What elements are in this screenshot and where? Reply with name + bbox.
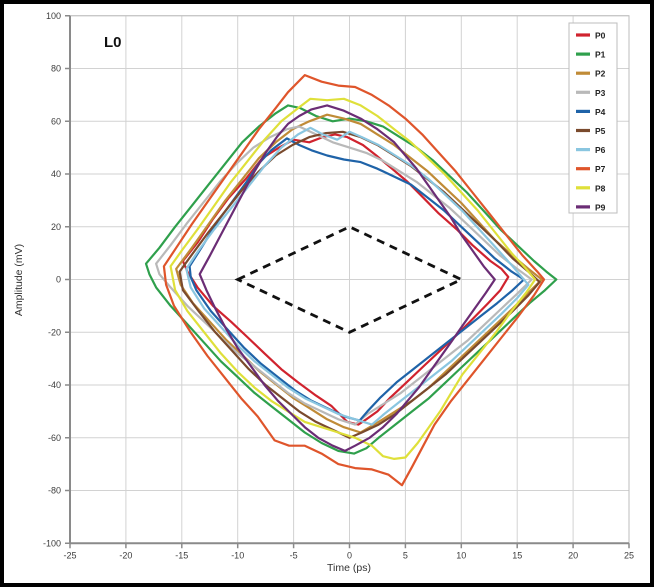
y-tick-label: 40 (51, 169, 61, 179)
legend-label-P3: P3 (595, 88, 606, 98)
y-tick-label: -80 (48, 486, 61, 496)
legend-box (568, 22, 618, 214)
trace-P6 (185, 126, 530, 426)
y-tick-label: -20 (48, 327, 61, 337)
y-axis-label: Amplitude (mV) (13, 244, 25, 316)
y-tick-label: 60 (51, 116, 61, 126)
trace-P3 (155, 125, 533, 426)
legend: P0 P1 P2 P3 P4 P5 P6 P7 P8 P9 (568, 22, 618, 214)
y-tick-label: 20 (51, 222, 61, 232)
trace-layer (144, 73, 558, 487)
y-tick-label: 100 (46, 11, 61, 21)
chart-title: L0 (104, 34, 122, 51)
x-tick-label: 25 (624, 550, 634, 560)
legend-label-P5: P5 (595, 126, 606, 136)
legend-item-P6: P6 (576, 145, 606, 155)
legend-label-P6: P6 (595, 145, 606, 155)
axis-layer (65, 15, 630, 549)
y-tick-label: -40 (48, 380, 61, 390)
legend-item-P9: P9 (576, 202, 606, 212)
legend-item-P7: P7 (576, 164, 606, 174)
x-axis-label: Time (ps) (327, 562, 371, 574)
eye-mask-diamond (234, 225, 465, 334)
x-tick-label: 20 (568, 550, 578, 560)
x-tick-label: -20 (119, 550, 132, 560)
legend-label-P1: P1 (595, 50, 606, 60)
y-tick-label: -100 (43, 538, 61, 548)
x-tick-label: 15 (512, 550, 522, 560)
legend-label-P4: P4 (595, 107, 606, 117)
x-tick-label: -15 (175, 550, 188, 560)
x-tick-label: 0 (347, 550, 352, 560)
legend-item-P8: P8 (576, 183, 606, 193)
legend-label-P0: P0 (595, 31, 606, 41)
legend-item-P1: P1 (576, 50, 606, 60)
x-tick-label: 10 (456, 550, 466, 560)
y-tick-label: -60 (48, 433, 61, 443)
trace-P9 (198, 104, 496, 452)
legend-item-P3: P3 (576, 88, 606, 98)
legend-label-P7: P7 (595, 164, 606, 174)
trace-P4 (188, 137, 526, 422)
trace-P7 (162, 73, 546, 487)
legend-item-P2: P2 (576, 69, 606, 79)
legend-item-P5: P5 (576, 126, 606, 136)
x-tick-label: -25 (63, 550, 76, 560)
trace-P1 (144, 104, 558, 455)
mask-layer (234, 225, 465, 334)
trace-P5 (178, 130, 541, 439)
legend-label-P9: P9 (595, 202, 606, 212)
legend-label-P8: P8 (595, 183, 606, 193)
x-tick-label: -5 (290, 550, 298, 560)
legend-item-P4: P4 (576, 107, 606, 117)
legend-item-P0: P0 (576, 31, 606, 41)
legend-label-P2: P2 (595, 69, 606, 79)
x-tick-label: 5 (403, 550, 408, 560)
y-tick-label: 0 (56, 275, 61, 285)
tick-label-layer: -25 -20 -15 -10 -5 0 5 10 15 20 25 -100 -80 -60 -40 -20… (43, 11, 634, 561)
x-tick-label: -10 (231, 550, 244, 560)
y-tick-label: 80 (51, 64, 61, 74)
